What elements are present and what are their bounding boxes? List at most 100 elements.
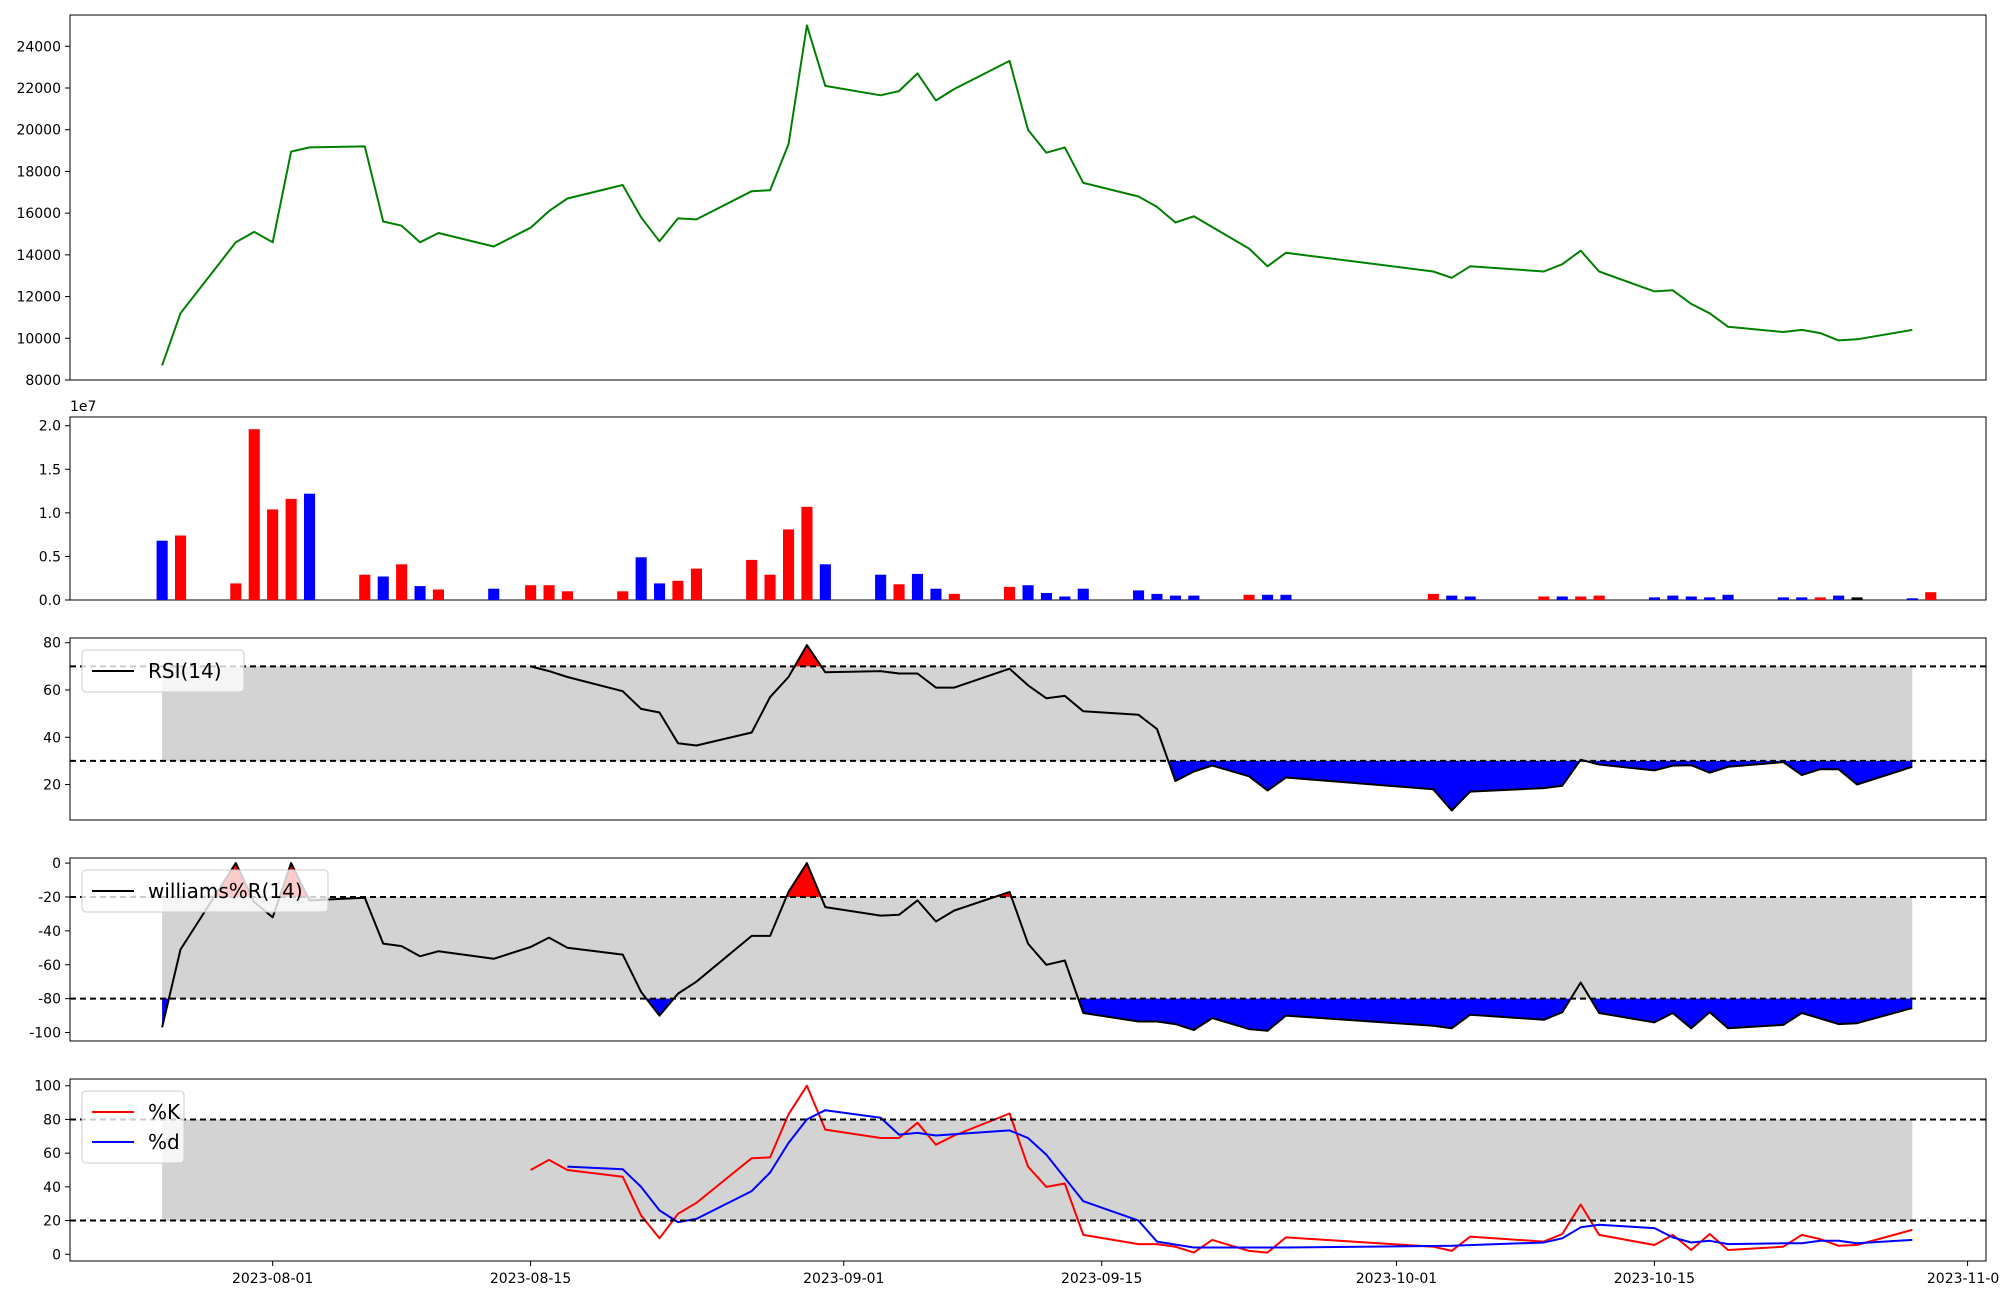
legend-label: RSI(14) xyxy=(148,659,222,683)
volume-bar xyxy=(1648,597,1660,600)
volume-bar xyxy=(690,568,702,600)
y-tick-label: 2.0 xyxy=(39,419,61,435)
y-tick-label: 20000 xyxy=(16,123,61,139)
volume-bar xyxy=(359,574,371,600)
volume-bar xyxy=(432,589,444,600)
volume-bar xyxy=(1796,597,1808,600)
volume-bar xyxy=(1133,590,1145,600)
legend-box xyxy=(81,869,329,913)
legend-box xyxy=(81,649,245,693)
volume-bar xyxy=(1575,596,1587,600)
rsi-panel: 20 40 60 80 RSI(14) xyxy=(43,636,1987,821)
y-tick-label: 60 xyxy=(43,683,61,699)
y-tick-label: 10000 xyxy=(16,331,61,347)
volume-bar xyxy=(746,559,758,600)
y-tick-label: 80 xyxy=(43,636,61,652)
x-tick-label: 2023-11-01 xyxy=(1927,1271,2000,1287)
volume-bar xyxy=(1777,597,1789,600)
volume-bar xyxy=(1040,593,1052,600)
volume-bar xyxy=(1188,595,1200,600)
rsi-line xyxy=(530,644,1913,812)
legend-box xyxy=(81,1090,185,1164)
volume-bar xyxy=(1022,585,1034,600)
legend-label: %d xyxy=(148,1130,180,1154)
volume-bar xyxy=(1169,595,1181,600)
y-tick-label: 0 xyxy=(52,1247,61,1263)
volume-bar xyxy=(930,588,942,600)
y-tick-label: 14000 xyxy=(16,248,61,264)
plot-frame xyxy=(69,857,1987,1042)
k-line xyxy=(530,1084,1913,1254)
volume-bar xyxy=(1556,596,1568,600)
y-tick-label: 24000 xyxy=(16,39,61,55)
volume-bar xyxy=(672,580,684,600)
volume-bar xyxy=(1446,595,1458,600)
volume-scale-label: 1e7 xyxy=(70,399,96,415)
williams-line xyxy=(161,862,1913,1032)
price-line xyxy=(161,24,1913,366)
volume-bar xyxy=(285,498,297,600)
plot-frame xyxy=(69,637,1987,821)
volume-bar xyxy=(1851,597,1863,600)
volume-panel: 0.0 0.5 1.0 1.5 2.0 1e7 xyxy=(39,399,1987,609)
neutral-band xyxy=(162,1119,1913,1221)
volume-bar xyxy=(635,557,647,600)
volume-bar xyxy=(654,583,666,600)
neutral-band xyxy=(162,666,1913,761)
volume-bar xyxy=(561,591,573,600)
volume-bar xyxy=(1704,597,1716,600)
y-tick-label: 40 xyxy=(43,1180,61,1196)
volume-bar xyxy=(1059,596,1071,600)
volume-bar xyxy=(783,529,795,600)
volume-bar xyxy=(948,593,960,600)
y-tick-label: 1.5 xyxy=(39,462,61,478)
price-panel: 8000 10000 12000 14000 16000 18000 20000 22000 2… xyxy=(16,14,1987,389)
rsi-oversold-fill xyxy=(1168,760,1580,811)
y-tick-label: 20 xyxy=(43,778,61,794)
williams-oversold-fill xyxy=(1078,998,1571,1031)
volume-bar xyxy=(248,429,260,600)
williams-oversold-fill xyxy=(1590,998,1913,1029)
neutral-band xyxy=(162,896,1913,999)
d-line xyxy=(567,1109,1913,1249)
volume-bar xyxy=(1262,594,1274,600)
volume-bar xyxy=(1151,593,1163,600)
y-tick-label: -100 xyxy=(29,1026,61,1042)
volume-bar xyxy=(1667,595,1679,600)
volume-bar xyxy=(911,573,923,600)
volume-bar xyxy=(267,509,279,600)
volume-bar xyxy=(377,576,389,600)
volume-bar xyxy=(1077,588,1089,600)
x-axis: 2023-08-01 2023-08-15 2023-09-01 2023-09-15… xyxy=(232,1261,2000,1287)
x-tick-label: 2023-09-01 xyxy=(803,1271,884,1287)
volume-bar xyxy=(230,583,242,600)
volume-bar xyxy=(1243,594,1255,600)
volume-bar xyxy=(414,586,426,600)
volume-bar xyxy=(1906,598,1918,600)
stochastic-panel: 0 20 40 60 80 100 %K %d xyxy=(34,1078,1987,1263)
plot-frame xyxy=(69,1078,1987,1262)
volume-bar xyxy=(1833,595,1845,600)
y-tick-label: 0 xyxy=(52,856,61,872)
y-tick-label: 80 xyxy=(43,1112,61,1128)
volume-bar xyxy=(488,588,500,600)
x-tick-label: 2023-10-15 xyxy=(1614,1271,1695,1287)
volume-bar xyxy=(875,574,887,600)
plot-frame xyxy=(69,416,1987,601)
y-tick-label: 0.5 xyxy=(39,549,61,565)
williams-oversold-fill xyxy=(646,998,674,1016)
y-tick-label: 8000 xyxy=(25,373,61,389)
volume-bar xyxy=(543,585,555,600)
y-tick-label: 20 xyxy=(43,1214,61,1230)
volume-bar xyxy=(1593,595,1605,600)
volume-bar xyxy=(175,535,187,600)
x-tick-label: 2023-10-01 xyxy=(1356,1271,1437,1287)
volume-bar xyxy=(1464,596,1476,600)
volume-bar xyxy=(1538,596,1550,600)
y-tick-label: 12000 xyxy=(16,290,61,306)
rsi-overbought-fill xyxy=(794,645,822,667)
y-tick-label: 1.0 xyxy=(39,506,61,522)
williams-panel: 0 -20 -40 -60 -80 -100 williams%R(14) xyxy=(29,856,1987,1042)
volume-bar xyxy=(1004,586,1016,600)
volume-bar xyxy=(1280,594,1292,600)
